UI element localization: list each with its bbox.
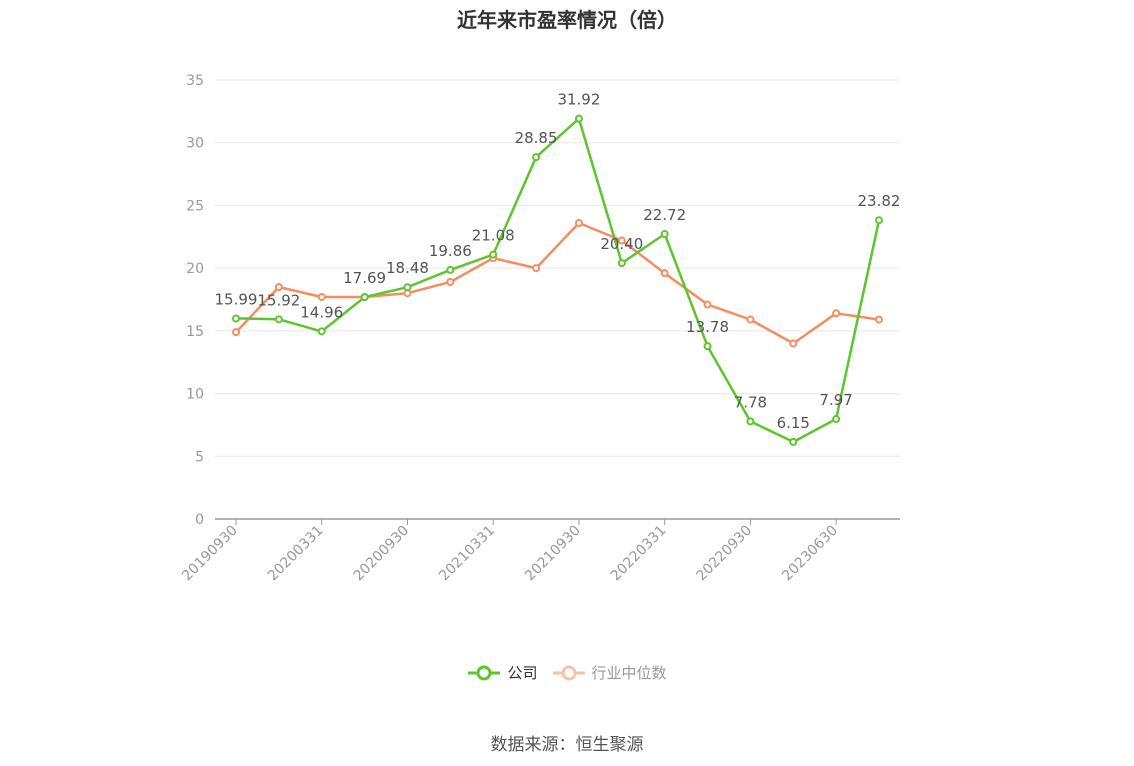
source-note: 数据来源：恒生聚源 — [490, 735, 644, 755]
data-label: 14.96 — [300, 303, 343, 321]
data-point-0[interactable] — [574, 114, 583, 123]
data-label: 21.08 — [472, 227, 515, 245]
x-tick-label: 20190930 — [179, 523, 241, 585]
legend-swatch-industry-icon — [552, 665, 585, 680]
legend-item-industry[interactable]: 行业中位数 — [552, 662, 667, 683]
y-tick-label: 15 — [186, 324, 204, 340]
y-tick-label: 5 — [195, 449, 204, 465]
y-tick-label: 10 — [186, 387, 204, 403]
data-label: 19.86 — [429, 242, 472, 260]
data-label: 22.72 — [643, 206, 686, 224]
data-label: 15.92 — [257, 291, 300, 309]
data-point-0[interactable] — [232, 314, 240, 323]
data-point-1[interactable] — [574, 218, 583, 227]
series-layer — [232, 114, 883, 446]
data-label: 31.92 — [557, 91, 600, 109]
series-line-1 — [235, 221, 880, 345]
data-point-1[interactable] — [617, 236, 626, 245]
x-tick-label: 20220331 — [608, 523, 670, 585]
data-point-0[interactable] — [489, 250, 498, 259]
data-point-0[interactable] — [360, 293, 369, 302]
x-tick-label: 20220930 — [694, 523, 756, 585]
legend-swatch-company-icon — [468, 665, 501, 680]
legend-label-company: 公司 — [507, 664, 538, 682]
legend: 公司 行业中位数 — [0, 662, 1134, 683]
data-label: 7.97 — [819, 391, 852, 409]
legend-label-industry: 行业中位数 — [591, 664, 667, 682]
y-tick-label: 30 — [186, 136, 204, 152]
data-label: 28.85 — [515, 129, 558, 147]
data-point-1[interactable] — [532, 264, 541, 273]
data-point-1[interactable] — [232, 328, 240, 337]
data-point-0[interactable] — [875, 216, 883, 225]
data-point-0[interactable] — [532, 153, 541, 162]
data-point-1[interactable] — [660, 269, 669, 278]
data-point-0[interactable] — [660, 230, 669, 239]
x-tick-label: 20200930 — [351, 523, 413, 585]
data-point-1[interactable] — [446, 277, 455, 286]
data-label: 18.48 — [386, 259, 429, 277]
data-label: 6.15 — [777, 414, 810, 432]
y-tick-label: 25 — [186, 198, 204, 214]
data-label: 17.69 — [343, 269, 386, 287]
data-point-0[interactable] — [832, 415, 841, 424]
data-point-1[interactable] — [746, 315, 755, 324]
data-label: 23.82 — [858, 192, 901, 210]
chart-title: 近年来市盈率情况（倍） — [457, 8, 677, 32]
x-tick-label: 20210331 — [436, 523, 498, 585]
data-point-0[interactable] — [703, 342, 712, 351]
y-tick-label: 20 — [186, 261, 204, 277]
data-label: 13.78 — [686, 318, 729, 336]
data-point-1[interactable] — [832, 309, 841, 318]
data-point-1[interactable] — [789, 339, 798, 348]
data-point-0[interactable] — [617, 259, 626, 268]
y-tick-label: 0 — [195, 512, 204, 528]
x-tick-label: 20210930 — [522, 523, 584, 585]
data-point-0[interactable] — [446, 265, 455, 274]
data-point-0[interactable] — [403, 283, 412, 292]
data-label: 15.99 — [215, 290, 258, 308]
y-tick-label: 35 — [186, 73, 204, 89]
x-tick-label: 20200331 — [265, 523, 327, 585]
data-point-0[interactable] — [746, 417, 755, 426]
axis-layer: 0 5 10 15 20 25 30 35 20190930 20200331 20200930 20… — [179, 73, 900, 584]
legend-item-company[interactable]: 公司 — [467, 662, 538, 683]
data-point-0[interactable] — [317, 327, 326, 336]
data-point-1[interactable] — [703, 300, 712, 309]
data-label: 7.78 — [734, 393, 767, 411]
data-point-1[interactable] — [274, 282, 283, 291]
data-point-1[interactable] — [875, 315, 883, 324]
data-point-0[interactable] — [274, 315, 283, 324]
grid-layer — [215, 79, 900, 457]
data-point-1[interactable] — [317, 292, 326, 301]
data-label: 20.40 — [600, 235, 643, 253]
series-line-0 — [235, 117, 881, 444]
x-tick-label: 20230630 — [779, 523, 841, 585]
data-point-0[interactable] — [789, 437, 798, 446]
